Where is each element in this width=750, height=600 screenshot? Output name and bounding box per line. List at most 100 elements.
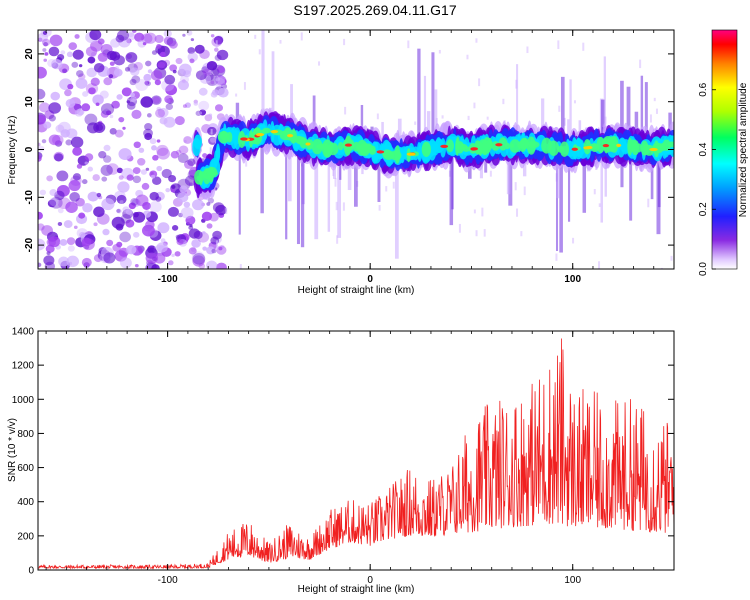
noise-blob	[43, 121, 52, 129]
colorbar: 0.0 0.2 0.4 0.6 Normalized spectral amplitu…	[698, 29, 749, 276]
noise-blob	[126, 100, 131, 104]
ridge-streak	[431, 52, 435, 150]
noise-speck	[502, 98, 505, 105]
noise-blob	[68, 179, 81, 192]
heatmap-x-label: Height of straight line (km)	[298, 285, 415, 296]
noise-blob	[163, 116, 176, 128]
noise-blob	[64, 89, 72, 97]
noise-blob	[71, 61, 79, 68]
noise-speck	[342, 202, 345, 211]
noise-blob	[145, 262, 158, 269]
noise-blob	[57, 221, 63, 226]
noise-blob	[159, 51, 166, 57]
noise-blob	[48, 236, 61, 248]
ridge-blob	[279, 130, 291, 141]
noise-speck	[458, 223, 461, 233]
noise-speck	[572, 237, 575, 244]
noise-blob	[119, 200, 124, 204]
noise-blob	[59, 239, 68, 246]
noise-blob	[75, 78, 88, 89]
ridge-streak	[567, 148, 571, 222]
noise-speck	[514, 182, 517, 191]
noise-blob	[165, 187, 171, 193]
noise-blob	[178, 63, 192, 76]
noise-blob	[164, 74, 176, 85]
noise-blob	[163, 59, 171, 67]
noise-blob	[187, 47, 196, 55]
x-tick-label: 0	[367, 274, 373, 285]
noise-speck	[582, 42, 585, 51]
noise-blob	[109, 61, 115, 66]
noise-speck	[486, 116, 489, 120]
ridge-blob	[382, 149, 392, 158]
noise-blob	[67, 83, 74, 90]
noise-blob	[41, 38, 51, 47]
noise-blob	[81, 238, 95, 251]
noise-blob	[202, 153, 208, 158]
ridge-streak	[582, 148, 587, 213]
noise-blob	[150, 174, 156, 179]
noise-blob	[210, 80, 215, 85]
ridge-streak	[626, 86, 631, 147]
noise-blob	[180, 206, 194, 219]
ridge-streak	[640, 75, 644, 148]
noise-blob	[48, 102, 62, 114]
noise-blob	[177, 153, 189, 164]
noise-blob	[134, 263, 139, 268]
noise-blob	[79, 231, 86, 238]
noise-blob	[180, 75, 190, 84]
ridge-streak	[600, 99, 605, 147]
ridge-blob	[421, 141, 432, 158]
noise-blob	[211, 89, 219, 96]
noise-blob	[171, 253, 175, 257]
noise-blob	[116, 208, 121, 213]
noise-blob	[157, 222, 170, 234]
noise-blob	[114, 66, 120, 71]
noise-blob	[85, 46, 98, 57]
noise-blob	[141, 224, 155, 237]
noise-blob	[38, 155, 42, 162]
ridge-streak	[312, 95, 316, 146]
noise-blob	[78, 212, 86, 219]
noise-speck	[653, 97, 656, 102]
noise-blob	[214, 54, 222, 61]
noise-blob	[65, 98, 76, 108]
noise-blob	[70, 136, 84, 148]
noise-blob	[194, 44, 205, 54]
noise-blob	[186, 30, 193, 36]
noise-blob	[183, 160, 194, 169]
noise-blob	[130, 96, 137, 102]
figure-title: S197.2025.269.04.11.G17	[293, 2, 456, 18]
ridge-streak	[567, 119, 570, 149]
noise-blob	[100, 103, 115, 116]
noise-blob	[168, 40, 178, 49]
noise-blob	[149, 191, 159, 201]
snr-x-ticks: -100 0 100	[45, 331, 675, 586]
noise-blob	[122, 206, 130, 213]
noise-blob	[67, 245, 75, 252]
noise-speck	[254, 34, 257, 39]
noise-blob	[156, 139, 161, 143]
noise-blob	[164, 95, 173, 104]
noise-blob	[52, 134, 64, 146]
noise-blob	[87, 56, 96, 64]
noise-blob	[132, 30, 137, 34]
noise-blob	[144, 80, 150, 86]
x-tick-label: -100	[158, 575, 178, 586]
noise-speck	[639, 59, 642, 69]
ridge-hotspot	[586, 145, 593, 150]
ridge-blob	[289, 129, 298, 144]
noise-blob	[130, 67, 140, 76]
colorbar-tick-label: 0.4	[698, 142, 709, 156]
noise-blob	[147, 69, 153, 74]
ridge-blob	[327, 142, 339, 156]
noise-blob	[46, 175, 53, 182]
noise-blob	[57, 121, 71, 134]
noise-blob	[100, 164, 113, 176]
noise-blob	[137, 157, 146, 166]
ridge-blob	[206, 166, 218, 178]
noise-blob	[109, 128, 117, 135]
noise-blob	[108, 74, 114, 79]
noise-speck	[555, 253, 558, 261]
noise-blob	[156, 165, 163, 172]
